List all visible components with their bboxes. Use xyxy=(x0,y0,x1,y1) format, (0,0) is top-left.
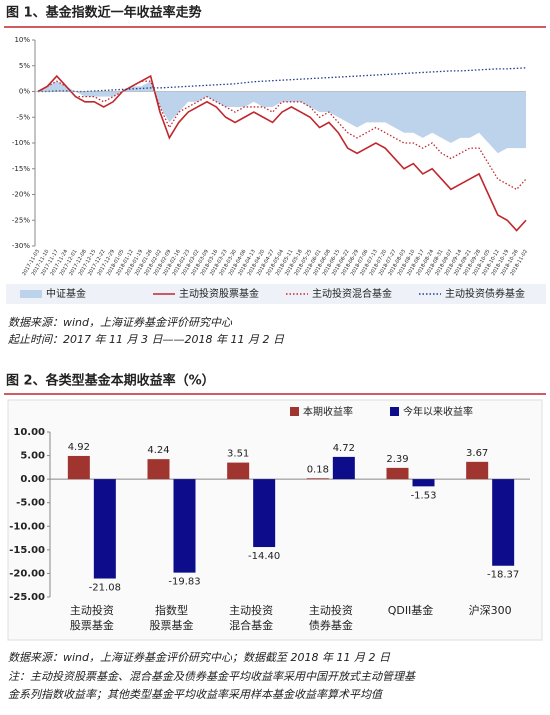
legend-swatch xyxy=(290,407,299,416)
legend-label: 中证基金 xyxy=(46,287,86,300)
y-tick-label: 0.00 xyxy=(20,474,45,485)
y-tick-label: 5% xyxy=(19,62,30,70)
period-note: 起止时间：2017 年 11 月 3 日——2018 年 11 月 2 日 xyxy=(8,333,285,346)
data-label: -1.53 xyxy=(411,490,437,501)
y-tick-label: -10.00 xyxy=(9,521,45,532)
legend-swatch xyxy=(390,407,399,416)
figure-title: 图 1、基金指数近一年收益率走势 xyxy=(6,5,202,21)
y-tick-label: 5.00 xyxy=(20,451,45,462)
legend-label: 今年以来收益率 xyxy=(403,405,473,418)
data-label: -19.83 xyxy=(168,577,200,588)
bar xyxy=(466,461,489,480)
y-tick-label: -30% xyxy=(12,242,30,250)
legend-label: 主动投资股票基金 xyxy=(179,287,259,300)
figure-title: 图 2、各类型基金本期收益率（%） xyxy=(6,373,215,389)
data-label: 3.67 xyxy=(466,448,488,459)
line xyxy=(37,80,527,191)
data-label: 0.18 xyxy=(307,464,329,475)
x-tick-label: 主动投资 xyxy=(309,603,353,617)
y-tick-label: 0% xyxy=(19,88,30,96)
source-note: 数据来源：wind，上海证券基金评价研究中心 xyxy=(8,316,233,329)
data-label: 4.92 xyxy=(68,442,90,453)
x-tick-label: 指数型 xyxy=(155,603,188,617)
bar xyxy=(227,462,250,480)
bar xyxy=(492,479,515,566)
bar xyxy=(332,456,355,480)
y-tick-label: -20.00 xyxy=(9,568,45,579)
y-tick-label: -25.00 xyxy=(9,592,45,603)
bar xyxy=(67,455,90,480)
x-tick-label: 股票基金 xyxy=(150,618,194,632)
y-tick-label: 10.00 xyxy=(13,427,45,438)
bar xyxy=(173,479,196,573)
y-tick-label: -25% xyxy=(12,216,30,224)
x-tick-label: 主动投资 xyxy=(229,603,273,617)
legend-band xyxy=(6,284,546,304)
y-tick-label: -15% xyxy=(12,165,30,173)
x-tick-label: 混合基金 xyxy=(229,618,273,632)
bar xyxy=(306,478,329,480)
y-tick-label: -15.00 xyxy=(9,545,45,556)
x-tick-label: 沪深300 xyxy=(469,603,512,617)
data-label: 3.51 xyxy=(227,449,249,460)
bar xyxy=(253,479,276,548)
line xyxy=(38,67,527,93)
y-tick-label: 10% xyxy=(14,36,30,44)
y-tick-label: -5.00 xyxy=(16,498,45,509)
x-tick-label: 债券基金 xyxy=(309,618,353,632)
data-label: -14.40 xyxy=(248,551,280,562)
line xyxy=(37,74,527,232)
data-label: -21.08 xyxy=(89,583,121,594)
area xyxy=(38,81,526,154)
y-tick-label: -20% xyxy=(12,191,30,199)
bar xyxy=(386,467,409,480)
legend-label: 本期收益率 xyxy=(303,405,353,418)
data-label: 4.24 xyxy=(147,445,169,456)
x-tick-label: QDII基金 xyxy=(388,603,434,617)
data-label: -18.37 xyxy=(487,570,519,581)
y-tick-label: -5% xyxy=(16,113,30,121)
footnote: 金系列指数收益率；其他类型基金平均收益率采用样本基金收益率算术平均值 xyxy=(8,688,384,701)
x-tick-label: 股票基金 xyxy=(70,618,114,632)
bar xyxy=(93,479,116,579)
legend-label: 主动投资债券基金 xyxy=(445,287,525,300)
legend-label: 主动投资混合基金 xyxy=(312,287,392,300)
source-note: 数据来源：wind，上海证券基金评价研究中心；数据截至 2018 年 11 月 … xyxy=(8,651,391,664)
footnote: 注：主动投资股票基金、混合基金及债券基金平均收益率采用中国开放式主动管理基 xyxy=(8,670,417,683)
y-tick-label: -10% xyxy=(12,139,30,147)
legend-swatch xyxy=(20,290,42,298)
x-tick-label: 主动投资 xyxy=(70,603,114,617)
data-label: 4.72 xyxy=(333,443,355,454)
bar xyxy=(412,479,435,487)
data-label: 2.39 xyxy=(386,454,408,465)
bar xyxy=(147,459,170,480)
